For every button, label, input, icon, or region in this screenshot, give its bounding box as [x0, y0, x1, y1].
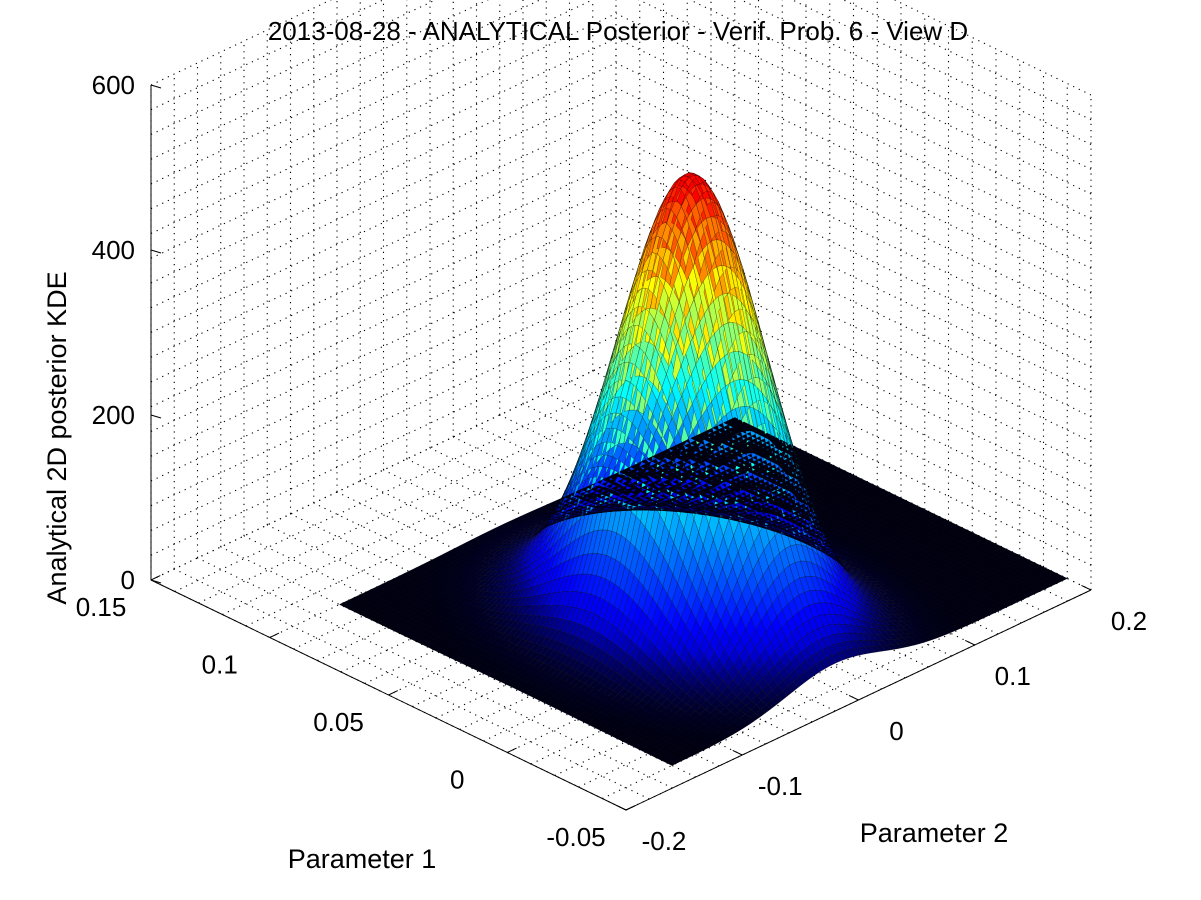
back-wall-gridline	[150, 310, 617, 531]
back-wall-gridline	[150, 37, 617, 259]
side-wall-gridline	[615, 334, 1092, 566]
back-wall-gridline	[150, 112, 617, 333]
side-wall-gridline	[615, 186, 1092, 418]
back-wall-gridline	[150, 87, 617, 309]
floor-gridline	[197, 557, 673, 789]
z-tick-mark	[150, 414, 162, 419]
side-wall-gridline	[615, 310, 1092, 541]
y-tick-mark	[965, 639, 975, 646]
side-wall-gridline	[615, 260, 1092, 492]
back-wall-gridline	[150, 62, 617, 284]
side-wall-gridline	[615, 37, 1092, 269]
back-wall-gridline	[150, 0, 594, 210]
x-tick-mark	[507, 747, 517, 753]
z-tick-mark	[150, 84, 162, 89]
surface-mesh	[338, 172, 1068, 766]
back-wall-gridline	[150, 161, 617, 383]
side-wall-gridline	[689, 0, 1092, 195]
z-tick-mark	[150, 579, 162, 584]
back-wall-gridline	[150, 0, 542, 185]
back-wall-gridline	[150, 136, 617, 358]
y-tick-mark	[732, 749, 743, 756]
side-wall-gridline	[615, 87, 1092, 319]
side-wall-gridline	[842, 0, 1092, 121]
floor-gridline	[174, 371, 640, 592]
side-wall-gridline	[615, 161, 1092, 393]
back-wall-gridline	[150, 334, 617, 556]
back-wall-gridline	[150, 260, 617, 482]
floor-gridline	[150, 359, 617, 581]
floor-gridline	[198, 382, 664, 604]
back-wall-gridline	[150, 13, 617, 234]
back-wall-gridline	[150, 235, 617, 457]
side-wall-gridline	[893, 0, 1092, 96]
side-wall-gridline	[791, 0, 1092, 145]
z-tick-mark	[150, 249, 162, 254]
side-wall-gridline	[615, 285, 1092, 517]
side-wall-gridline	[615, 136, 1092, 368]
y-tick-mark	[848, 694, 859, 701]
floor-gridline	[174, 568, 650, 800]
floor-gridline	[220, 546, 696, 778]
x-tick-mark	[625, 805, 636, 811]
back-wall-gridline	[150, 186, 617, 408]
y-tick-mark	[1081, 584, 1092, 591]
side-wall-gridline	[740, 0, 1092, 170]
x-tick-mark	[150, 575, 161, 581]
x-tick-mark	[269, 632, 280, 638]
side-wall-gridline	[615, 211, 1092, 442]
x-tick-mark	[388, 690, 399, 696]
side-wall-gridline	[615, 112, 1092, 343]
axes-box	[150, 84, 1092, 811]
y-tick-mark	[616, 804, 627, 811]
side-wall-gridline	[615, 62, 1092, 294]
side-wall-gridline	[615, 13, 1092, 244]
side-wall-gridline	[637, 0, 1092, 220]
back-wall-gridline	[150, 285, 617, 507]
side-wall-gridline	[615, 235, 1092, 467]
back-wall-gridline	[150, 211, 617, 432]
